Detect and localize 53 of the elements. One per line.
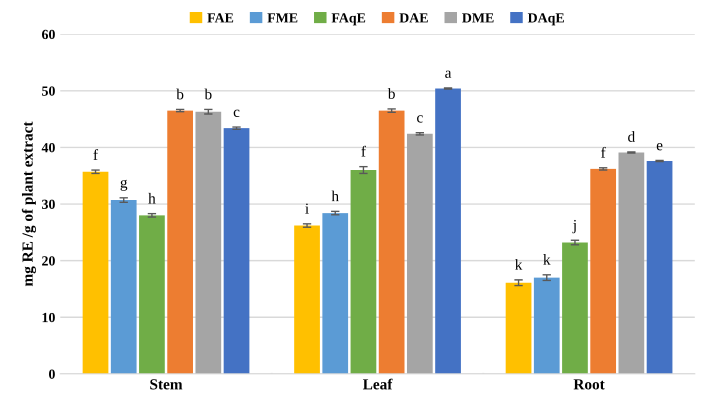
data-label: c bbox=[417, 115, 423, 123]
bar bbox=[195, 112, 222, 374]
legend-label: FAE bbox=[207, 13, 234, 22]
y-tick-label: 0 bbox=[48, 369, 55, 379]
data-label: a bbox=[445, 70, 452, 78]
bar bbox=[110, 200, 137, 374]
legend-label: FAqE bbox=[332, 13, 366, 26]
y-tick-label: 60 bbox=[42, 30, 55, 40]
bar bbox=[618, 152, 644, 374]
data-label: f bbox=[601, 146, 606, 158]
bar bbox=[534, 278, 560, 374]
bar bbox=[562, 242, 588, 374]
y-tick-label: 40 bbox=[42, 142, 55, 152]
bar bbox=[322, 213, 348, 374]
data-label: b bbox=[176, 88, 184, 100]
bar bbox=[294, 226, 320, 374]
data-label: k bbox=[543, 254, 551, 265]
bar bbox=[646, 160, 672, 374]
y-tick-label: 10 bbox=[42, 312, 55, 322]
data-label: e bbox=[656, 143, 662, 150]
bar bbox=[139, 215, 165, 374]
bar bbox=[224, 128, 250, 374]
bar bbox=[406, 134, 433, 374]
data-label: j bbox=[572, 220, 576, 234]
data-label: b bbox=[388, 88, 395, 99]
data-label: h bbox=[332, 190, 339, 202]
bar bbox=[435, 88, 461, 374]
data-label: b bbox=[204, 88, 212, 100]
bar bbox=[167, 110, 193, 374]
bar bbox=[506, 282, 532, 374]
data-label: f bbox=[361, 146, 366, 156]
legend-label: DAE bbox=[399, 13, 428, 22]
legend-label: FME bbox=[267, 13, 298, 22]
y-tick-label: 50 bbox=[42, 86, 55, 96]
data-label: g bbox=[120, 180, 128, 191]
y-tick-label: 30 bbox=[42, 200, 55, 209]
data-label: c bbox=[234, 110, 240, 117]
bar bbox=[350, 170, 376, 374]
y-axis-title: mg RE /g of plant extract bbox=[22, 122, 36, 286]
bar bbox=[378, 110, 405, 374]
x-tick-label: Root bbox=[574, 379, 605, 390]
bar bbox=[590, 168, 616, 374]
y-tick-label: 20 bbox=[42, 256, 55, 266]
x-tick-label: Leaf bbox=[362, 378, 393, 390]
x-tick-label: Stem bbox=[150, 379, 182, 390]
data-label: i bbox=[305, 204, 309, 214]
data-label: d bbox=[628, 131, 635, 142]
data-label: h bbox=[148, 192, 156, 204]
legend-label: DME bbox=[462, 13, 494, 22]
bar bbox=[82, 172, 108, 374]
data-label: f bbox=[93, 149, 98, 160]
legend-label: DAqE bbox=[528, 13, 564, 26]
data-label: k bbox=[515, 259, 522, 270]
